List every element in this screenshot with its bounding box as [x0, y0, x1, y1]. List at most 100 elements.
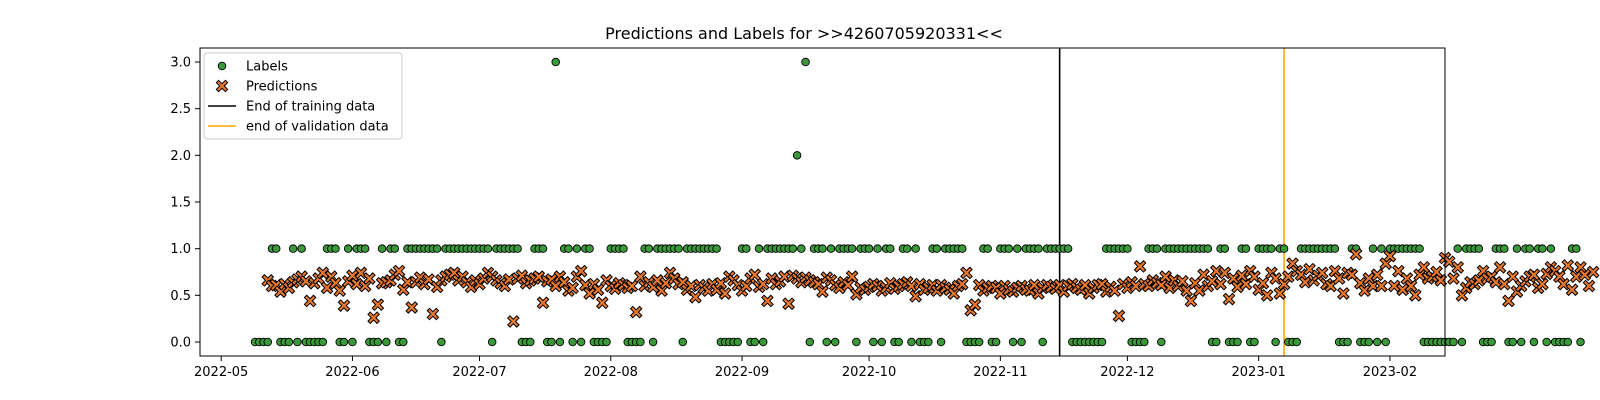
prediction-point: [1235, 269, 1249, 283]
legend-box: [203, 52, 403, 140]
prediction-point: [714, 276, 728, 290]
label-point: [644, 244, 654, 253]
label-point: [360, 244, 370, 253]
label-point: [894, 337, 903, 347]
prediction-point: [1485, 270, 1498, 284]
label-point: [1572, 244, 1581, 253]
x-axis: 2022-05 2022-06 2022-07 2022-08 2022-09 2022-…: [194, 356, 1417, 380]
prediction-point: [811, 277, 825, 291]
label-point: [513, 244, 522, 253]
label-point: [911, 244, 920, 253]
prediction-point: [1188, 276, 1202, 290]
x-tick-label: 2022-10: [842, 365, 896, 380]
prediction-point: [655, 284, 668, 298]
y-tick-label: 3.0: [170, 56, 191, 71]
label-point: [886, 244, 895, 253]
label-point: [1343, 337, 1352, 347]
prediction-point: [1129, 279, 1143, 293]
label-point: [1013, 244, 1022, 253]
label-point: [1330, 244, 1340, 253]
prediction-point: [515, 269, 529, 283]
legend: Labels Predictions End of training data end…: [203, 52, 403, 140]
label-point: [1453, 244, 1462, 253]
prediction-point: [909, 289, 923, 303]
prediction-point: [371, 298, 385, 312]
prediction-point: [1493, 260, 1507, 274]
label-point: [733, 337, 743, 347]
label-point: [1508, 337, 1518, 347]
prediction-point: [659, 276, 673, 290]
x-tick-label: 2022-11: [973, 365, 1027, 380]
label-point: [758, 337, 768, 347]
label-point: [1576, 337, 1585, 347]
label-point: [271, 244, 281, 253]
label-point: [263, 337, 273, 347]
prediction-point: [816, 285, 829, 298]
label-point: [1563, 337, 1573, 347]
label-point: [788, 244, 798, 253]
prediction-point: [1205, 274, 1219, 288]
label-point: [877, 337, 887, 347]
label-point: [822, 337, 831, 347]
label-point: [936, 337, 946, 347]
prediction-point: [1447, 272, 1460, 285]
prediction-point: [947, 287, 961, 300]
label-point: [576, 337, 586, 347]
prediction-point: [778, 270, 791, 284]
label-point: [636, 337, 645, 347]
prediction-point: [502, 273, 516, 286]
prediction-point: [1396, 283, 1410, 297]
prediction-point: [1298, 275, 1312, 289]
prediction-point: [1387, 279, 1401, 293]
prediction-point: [367, 311, 380, 325]
prediction-point: [1472, 274, 1486, 287]
label-point: [1512, 244, 1522, 253]
x-tick-label: 2023-01: [1232, 365, 1286, 380]
prediction-point: [1078, 278, 1092, 292]
prediction-point: [1404, 279, 1418, 293]
prediction-point: [1133, 260, 1147, 273]
label-point: [1500, 244, 1509, 253]
label-point: [1063, 244, 1073, 253]
prediction-point: [1315, 266, 1329, 280]
prediction-point: [1095, 277, 1109, 291]
legend-item: end of validation data: [208, 120, 389, 135]
label-point: [1474, 244, 1484, 253]
label-point: [907, 337, 916, 347]
label-point: [1381, 337, 1390, 347]
prediction-point: [1366, 279, 1380, 293]
prediction-point: [1209, 264, 1223, 278]
label-point: [288, 244, 298, 253]
prediction-point: [968, 298, 982, 312]
label-point: [348, 337, 357, 347]
prediction-point: [748, 268, 762, 282]
prediction-point: [1379, 257, 1393, 270]
label-point: [1233, 337, 1242, 347]
label-point: [297, 244, 306, 253]
prediction-point: [1154, 278, 1168, 292]
label-point: [991, 337, 1001, 347]
label-point: [1267, 244, 1276, 253]
prediction-point: [1197, 268, 1210, 282]
label-point: [547, 337, 556, 347]
prediction-point: [1345, 268, 1359, 282]
label-point: [1516, 337, 1526, 347]
prediction-point: [1324, 279, 1338, 293]
label-point: [924, 337, 933, 347]
label-point: [382, 337, 391, 347]
legend-label: end of validation data: [246, 120, 389, 135]
prediction-point: [447, 266, 461, 280]
prediction-point: [841, 278, 855, 292]
label-point: [1271, 337, 1280, 347]
prediction-point: [1226, 272, 1240, 285]
prediction-point: [1586, 265, 1600, 279]
prediction-point: [1574, 260, 1587, 274]
prediction-point: [1159, 270, 1172, 284]
plot-frame: [199, 47, 1446, 357]
label-point: [864, 244, 874, 253]
prediction-point: [684, 279, 698, 293]
label-point: [830, 337, 840, 347]
prediction-point: [1231, 280, 1244, 294]
label-point: [1008, 337, 1018, 347]
plot-marks: [250, 48, 1600, 356]
